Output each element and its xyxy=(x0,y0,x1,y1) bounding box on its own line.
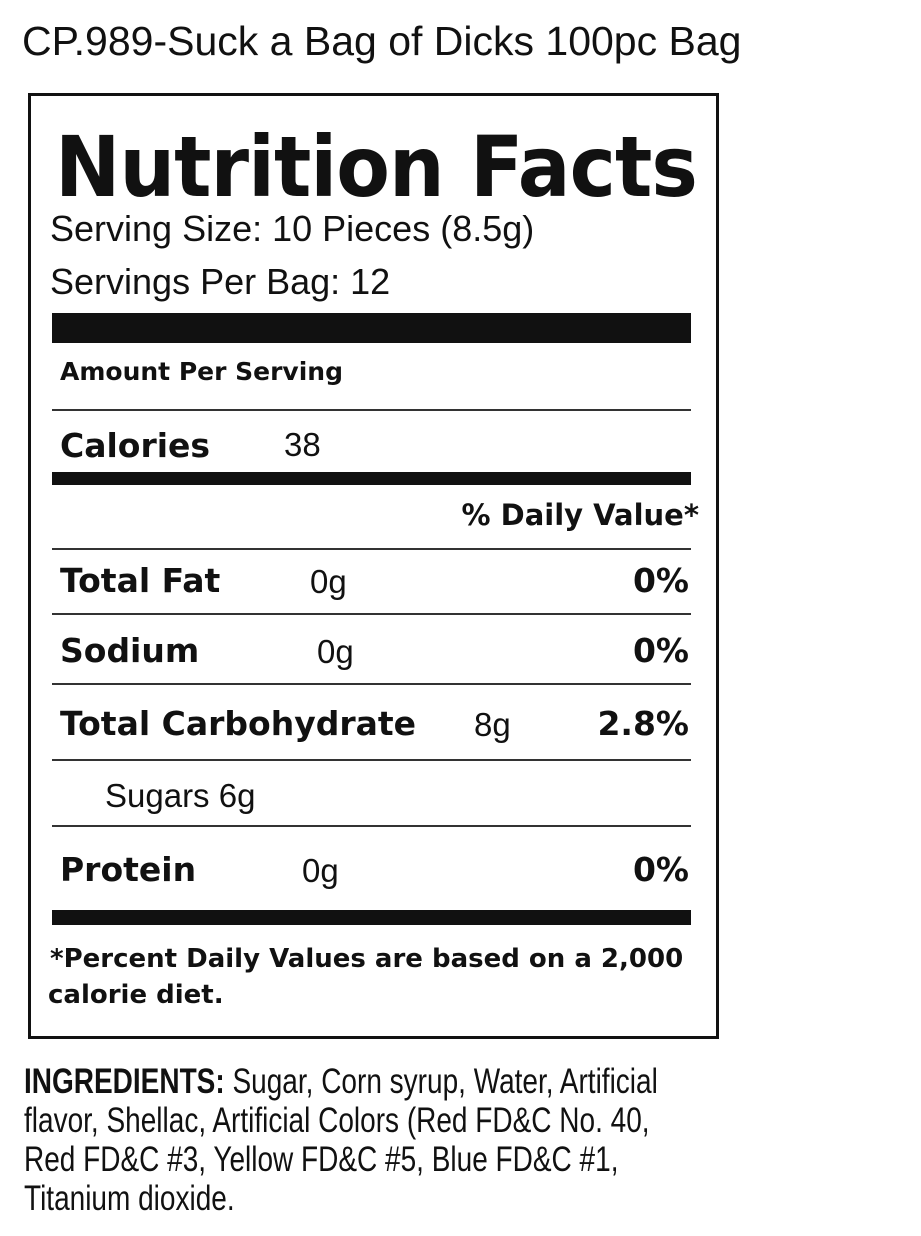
serving-size: Serving Size: 10 Pieces (8.5g) xyxy=(50,208,535,249)
ingredients-text: Sugar, Corn syrup, Water, Artificial xyxy=(224,1062,658,1101)
total-fat-dv: 0% xyxy=(632,561,689,600)
medium-divider xyxy=(52,472,691,485)
calories-label: Calories xyxy=(60,426,211,465)
nutrient-sugars: Sugars 6g xyxy=(105,777,256,814)
sodium-amount: 0g xyxy=(317,633,354,670)
protein-dv: 0% xyxy=(632,850,689,889)
divider xyxy=(52,825,691,827)
divider xyxy=(52,683,691,685)
sodium-dv: 0% xyxy=(632,631,689,670)
ingredients-line: Titanium dioxide. xyxy=(24,1179,235,1218)
footnote: *Percent Daily Values are based on a 2,0… xyxy=(50,944,684,974)
total-fat-amount: 0g xyxy=(310,563,347,600)
calories-value: 38 xyxy=(284,426,321,463)
amount-per-serving: Amount Per Serving xyxy=(60,357,343,386)
total-carbohydrate-dv: 2.8% xyxy=(597,704,689,743)
footnote-continued: calorie diet. xyxy=(48,980,224,1010)
nutrient-sodium: Sodium xyxy=(60,631,200,670)
ingredients-line: Red FD&C #3, Yellow FD&C #5, Blue FD&C #… xyxy=(24,1140,619,1179)
divider xyxy=(52,548,691,550)
thick-divider xyxy=(52,313,691,343)
divider xyxy=(52,409,691,411)
product-title: CP.989-Suck a Bag of Dicks 100pc Bag xyxy=(22,18,742,64)
nutrition-facts-heading: Nutrition Facts xyxy=(55,118,698,216)
daily-value-header: % Daily Value* xyxy=(461,498,699,532)
ingredients-line: INGREDIENTS: Sugar, Corn syrup, Water, A… xyxy=(24,1062,658,1102)
divider xyxy=(52,613,691,615)
total-carbohydrate-amount: 8g xyxy=(474,706,511,743)
ingredients-heading: INGREDIENTS: xyxy=(24,1062,225,1101)
divider xyxy=(52,759,691,761)
thick-divider xyxy=(52,910,691,925)
nutrient-protein: Protein xyxy=(60,850,197,889)
servings-per-bag: Servings Per Bag: 12 xyxy=(50,261,391,302)
nutrient-total-carbohydrate: Total Carbohydrate xyxy=(60,704,417,743)
nutrient-total-fat: Total Fat xyxy=(60,561,221,600)
protein-amount: 0g xyxy=(302,852,339,889)
nutrition-facts-panel xyxy=(28,93,719,1039)
ingredients-line: flavor, Shellac, Artificial Colors (Red … xyxy=(24,1101,650,1140)
